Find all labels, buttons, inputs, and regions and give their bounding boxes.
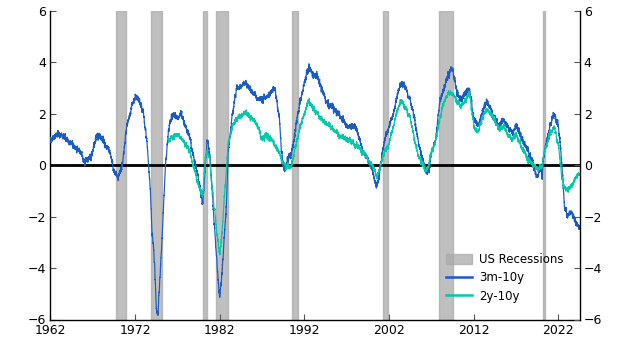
Bar [215, 11, 227, 320]
Bar [203, 11, 207, 320]
Bar [116, 11, 126, 320]
Bar [543, 11, 545, 320]
Bar [383, 11, 389, 320]
Legend: US Recessions, 3m-10y, 2y-10y: US Recessions, 3m-10y, 2y-10y [442, 248, 568, 307]
Bar [292, 11, 298, 320]
Bar [151, 11, 162, 320]
Bar [439, 11, 452, 320]
